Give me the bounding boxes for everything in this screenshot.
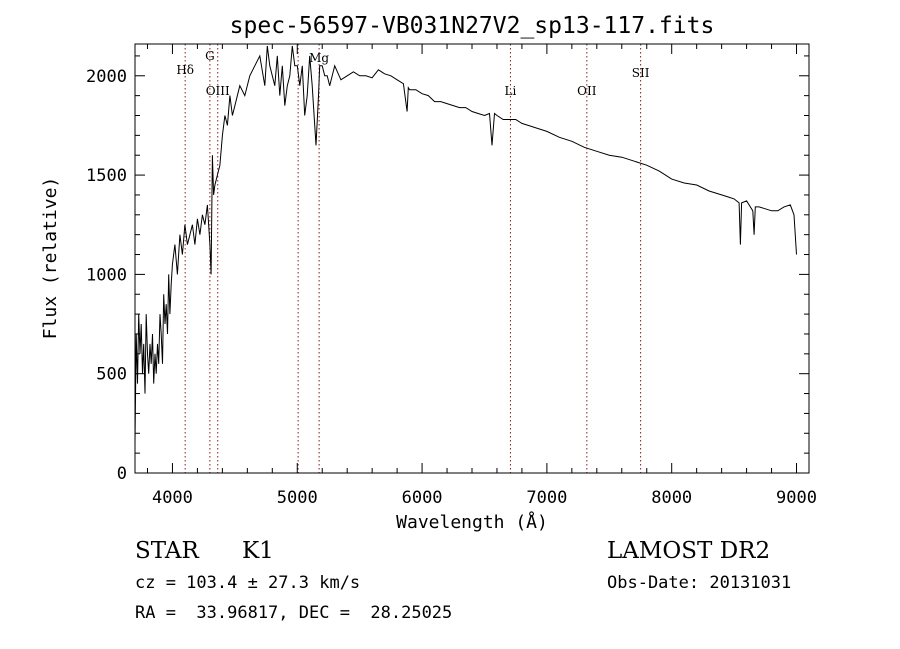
line-marker-label: OII (577, 84, 597, 98)
y-tick-label: 500 (96, 365, 127, 385)
y-tick-label: 2000 (86, 67, 127, 87)
x-tick-label: 9000 (776, 488, 817, 508)
y-tick-label: 1000 (86, 265, 127, 285)
line-marker-label: G (205, 49, 215, 63)
line-marker-label: OIII (206, 84, 230, 98)
object-type: STAR (135, 538, 199, 564)
y-tick-label: 1500 (86, 166, 127, 186)
object-subclass: K1 (242, 538, 274, 564)
line-marker-label: Mg (309, 51, 329, 65)
line-marker-label: SII (632, 66, 650, 80)
y-tick-label: 0 (117, 464, 127, 484)
line-marker-label: Li (505, 84, 517, 98)
spectrum-line (134, 45, 797, 444)
survey-name: LAMOST DR2 (607, 538, 771, 564)
x-tick-label: 8000 (651, 488, 692, 508)
redshift-cz: cz = 103.4 ± 27.3 km/s (135, 573, 361, 593)
chart-title: spec-56597-VB031N27V2_sp13-117.fits (230, 13, 715, 39)
x-tick-label: 5000 (277, 488, 318, 508)
y-axis-ticks: 0 500 1000 1500 2000 (86, 55, 809, 484)
coordinates: RA = 33.96817, DEC = 28.25025 (135, 603, 453, 623)
x-tick-label: 4000 (152, 488, 193, 508)
spectral-line-markers: Hδ G OIII Mg Li OII SII (176, 44, 650, 473)
x-tick-label: 7000 (526, 488, 567, 508)
plot-frame (134, 43, 810, 474)
y-axis-label: Flux (relative) (40, 177, 61, 340)
observation-date: Obs-Date: 20131031 (607, 573, 792, 593)
x-tick-label: 6000 (402, 488, 443, 508)
x-axis-label: Wavelength (Å) (396, 511, 548, 533)
x-axis-ticks: 4000 5000 6000 7000 8000 9000 (146, 44, 817, 508)
spectrum-series (134, 45, 797, 444)
line-marker-label: Hδ (176, 63, 194, 77)
